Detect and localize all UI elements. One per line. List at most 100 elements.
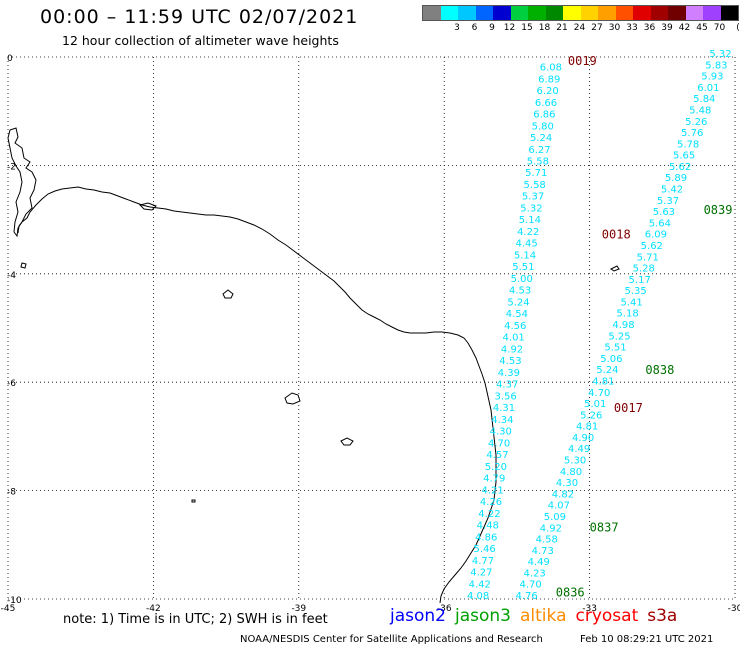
color-scale-bin <box>598 6 616 20</box>
wave-height-east: 6.09 <box>645 230 667 241</box>
color-scale-label: 18 <box>538 23 551 33</box>
wave-height-east: 5.30 <box>564 456 586 467</box>
wave-height-west: 5.58 <box>524 180 546 191</box>
coastline-islet-3 <box>284 392 301 405</box>
wave-height-east: 4.81 <box>592 376 614 387</box>
wave-height-west: 4.53 <box>499 356 521 367</box>
color-scale-bin <box>475 6 493 20</box>
satellite-legend-item: cryosat <box>575 606 639 626</box>
wave-height-east: 5.83 <box>705 60 727 71</box>
satellite-legend-item: jason2 <box>390 606 446 626</box>
wave-height-east: 4.49 <box>568 444 590 455</box>
map-subtitle: 12 hour collection of altimeter wave hei… <box>62 33 339 48</box>
footer-note: note: 1) Time is in UTC; 2) SWH is in fe… <box>63 612 328 627</box>
wave-height-east: 4.07 <box>548 501 570 512</box>
color-scale-bin <box>510 6 528 20</box>
lon-tick-label: -36 <box>437 604 452 614</box>
wave-height-west: 4.56 <box>504 321 526 332</box>
wave-height-west: 6.08 <box>540 63 562 74</box>
lat-tick-label: -4 <box>7 271 16 281</box>
color-scale-bin <box>720 6 738 20</box>
color-scale-label: 12 <box>503 23 516 33</box>
pass-time-label: 0839 <box>704 203 733 217</box>
wave-height-west: 4.22 <box>517 227 539 238</box>
wave-height-west: 4.08 <box>467 591 489 602</box>
wave-height-west: 5.71 <box>525 168 547 179</box>
color-scale-label: 70 <box>713 23 726 33</box>
wave-height-east: 4.90 <box>572 433 594 444</box>
wave-height-east: 5.51 <box>604 343 626 354</box>
wave-height-east: 5.24 <box>596 365 618 376</box>
wave-height-west: 5.20 <box>485 462 507 473</box>
wave-height-west: 4.26 <box>480 497 502 508</box>
color-scale-bin <box>423 6 441 20</box>
coastline-mainland <box>17 186 497 604</box>
wave-height-east: 5.84 <box>693 94 715 105</box>
pass-time-labels: 0019 0018 0017 0839 0838 0837 0836 <box>556 54 733 599</box>
coastline-islet-4 <box>340 437 354 446</box>
wave-height-west: 4.21 <box>482 485 504 496</box>
wave-height-west: 4.86 <box>475 532 497 543</box>
wave-height-east: 5.48 <box>689 105 711 116</box>
color-scale-bin <box>458 6 476 20</box>
axis-tick-labels: -45 -42 -39 -36 -33 -30 0 -2 -4 -6 -8 -10 <box>1 54 740 614</box>
pass-time-label: 0018 <box>602 228 631 242</box>
wave-height-west: 4.30 <box>490 427 512 438</box>
wave-height-east: 5.41 <box>620 297 642 308</box>
wave-height-east: 5.28 <box>633 264 655 275</box>
satellite-legend-item: s3a <box>647 606 678 626</box>
color-scale-bin <box>545 6 563 20</box>
color-scale-bin <box>528 6 546 20</box>
color-scale-unit: (ft) <box>736 23 740 33</box>
color-scale-bins <box>422 5 739 21</box>
wave-height-east: 4.92 <box>540 523 562 534</box>
pass-time-label: 0837 <box>590 520 619 534</box>
color-scale-label: 27 <box>591 23 603 33</box>
wave-height-east: 5.32 <box>709 49 731 60</box>
wave-height-east: 4.81 <box>576 422 598 433</box>
color-scale-label: 3 <box>454 23 460 33</box>
wave-height-east: 5.89 <box>665 173 687 184</box>
lat-tick-label: -10 <box>7 596 22 606</box>
wave-height-west: 4.48 <box>477 521 499 532</box>
wave-height-west: 4.77 <box>472 556 494 567</box>
wave-height-west: 4.45 <box>515 239 537 250</box>
wave-height-east: 4.98 <box>612 320 634 331</box>
color-scale-label: 9 <box>489 23 495 33</box>
wave-height-east: 5.09 <box>544 512 566 523</box>
pass-time-label: 0017 <box>614 401 643 415</box>
wave-height-east: 5.35 <box>625 286 647 297</box>
color-scale-label: 21 <box>556 23 568 33</box>
lon-tick-label: -30 <box>728 604 740 614</box>
wave-height-west: 6.27 <box>528 145 550 156</box>
wave-height-east: 5.76 <box>681 128 703 139</box>
wave-height-east: 4.76 <box>515 591 537 602</box>
wave-height-west: 5.32 <box>520 203 542 214</box>
wave-height-west: 5.24 <box>530 133 552 144</box>
color-scale-label: 39 <box>661 23 673 33</box>
wave-height-west: 6.20 <box>536 86 558 97</box>
wave-height-east: 5.01 <box>584 399 606 410</box>
wave-height-east: 6.01 <box>697 83 719 94</box>
color-scale-label: 33 <box>626 23 638 33</box>
coastline-islet-7 <box>191 499 196 503</box>
wave-height-east: 5.93 <box>701 72 723 83</box>
satellite-legend: jason2 jason3 altika cryosat s3a <box>390 606 686 626</box>
wave-height-west: 5.24 <box>507 297 529 308</box>
wave-height-east: 4.70 <box>588 388 610 399</box>
wave-height-west: 4.34 <box>491 415 513 426</box>
wave-height-west: 5.46 <box>473 544 495 555</box>
wave-height-west: 4.42 <box>469 579 491 590</box>
wave-height-west: 6.66 <box>535 98 557 109</box>
color-scale-bin <box>703 6 721 20</box>
color-scale-label: 45 <box>696 23 708 33</box>
coastline-marajo <box>7 127 37 238</box>
wave-height-east: 4.23 <box>524 568 546 579</box>
wave-height-west: 6.89 <box>538 74 560 85</box>
wave-height-east: 5.71 <box>637 252 659 263</box>
wave-height-west: 4.27 <box>470 568 492 579</box>
wave-height-west: 4.70 <box>488 438 510 449</box>
